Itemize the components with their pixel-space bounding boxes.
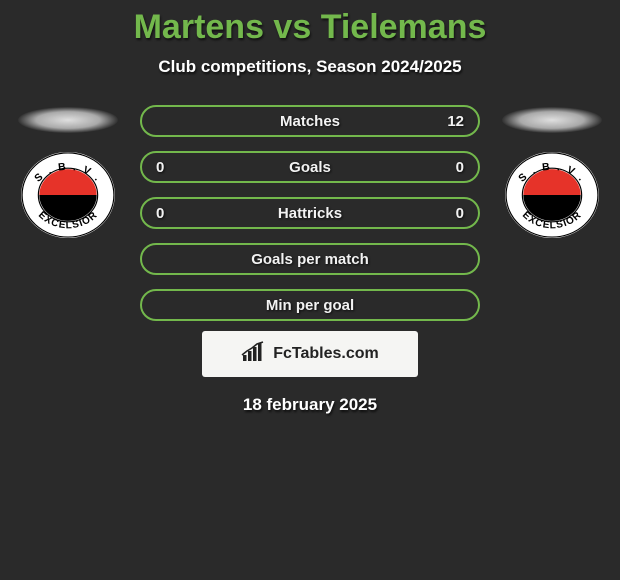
page-title: Martens vs Tielemans <box>0 8 620 47</box>
stat-right-value: 12 <box>424 113 464 130</box>
date-label: 18 february 2025 <box>0 395 620 415</box>
stat-left-value: 0 <box>156 205 196 222</box>
club-crest-right: S . B . V . EXCELSIOR <box>504 151 600 239</box>
left-player-col: S . B . V . EXCELSIOR <box>18 105 118 239</box>
club-crest-left: S . B . V . EXCELSIOR <box>20 151 116 239</box>
brand-badge[interactable]: FcTables.com <box>202 331 418 377</box>
stat-label: Matches <box>196 113 424 130</box>
subtitle: Club competitions, Season 2024/2025 <box>0 57 620 77</box>
chart-icon <box>241 341 267 368</box>
stat-right-value: 0 <box>424 205 464 222</box>
stat-label: Min per goal <box>196 297 424 314</box>
stat-label: Goals <box>196 159 424 176</box>
player-halo-left <box>18 107 118 133</box>
comparison-card: Martens vs Tielemans Club competitions, … <box>0 0 620 415</box>
stats-column: Matches 12 0 Goals 0 0 Hattricks 0 Goals… <box>140 105 480 321</box>
player-halo-right <box>502 107 602 133</box>
stat-row-gpm: Goals per match <box>140 243 480 275</box>
stat-left-value: 0 <box>156 159 196 176</box>
right-player-col: S . B . V . EXCELSIOR <box>502 105 602 239</box>
main-row: S . B . V . EXCELSIOR Matches 12 0 Goals… <box>0 105 620 321</box>
stat-label: Hattricks <box>196 205 424 222</box>
stat-row-goals: 0 Goals 0 <box>140 151 480 183</box>
stat-right-value: 0 <box>424 159 464 176</box>
stat-label: Goals per match <box>196 251 424 268</box>
stat-row-hattricks: 0 Hattricks 0 <box>140 197 480 229</box>
brand-label: FcTables.com <box>273 345 379 363</box>
stat-row-mpg: Min per goal <box>140 289 480 321</box>
stat-row-matches: Matches 12 <box>140 105 480 137</box>
